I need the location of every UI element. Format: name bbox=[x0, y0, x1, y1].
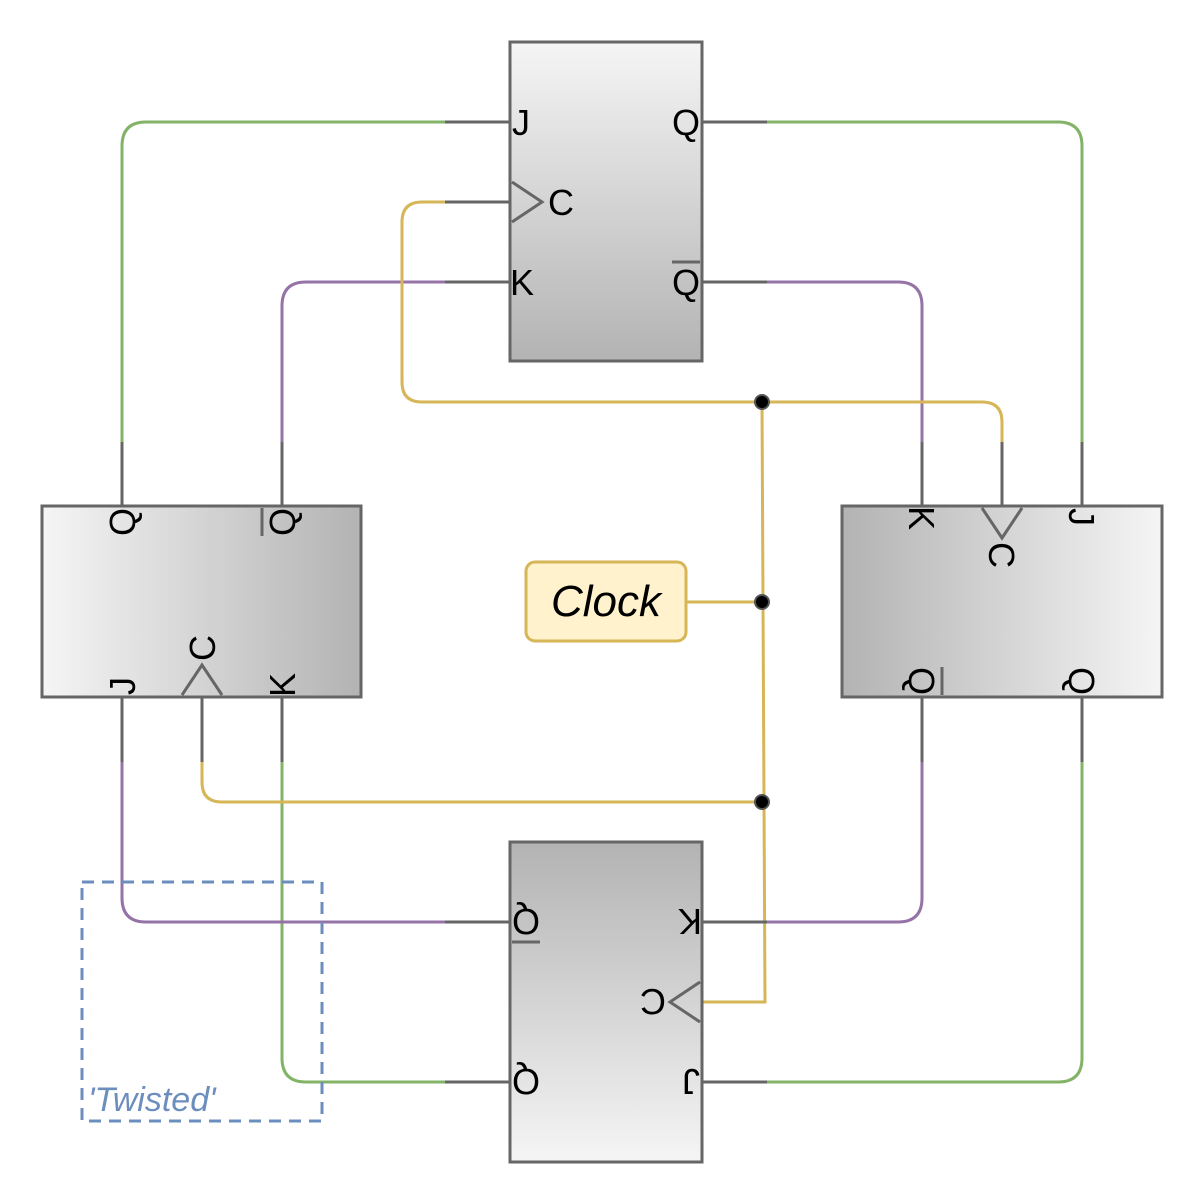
left-pin-q: Q bbox=[102, 508, 143, 536]
top-clock-triangle bbox=[511, 180, 545, 224]
clock-to-top bbox=[400, 200, 762, 404]
wire-top-q-to-right-j bbox=[765, 120, 1084, 442]
twisted-annotation: 'Twisted' bbox=[80, 880, 324, 1123]
right-pin-qbar: Q bbox=[901, 667, 942, 695]
left-pin-k: K bbox=[262, 673, 303, 697]
twisted-label: 'Twisted' bbox=[88, 1081, 217, 1119]
top-pin-qbar: Q bbox=[672, 262, 700, 303]
flipflop-top: J C K Q Q bbox=[445, 40, 767, 363]
wire-top-qbar-to-right-k bbox=[765, 280, 924, 442]
clock-to-left bbox=[200, 762, 763, 804]
top-pin-j: J bbox=[512, 102, 530, 143]
top-pin-c: C bbox=[548, 182, 574, 223]
top-pin-k: K bbox=[510, 262, 534, 303]
clock-label: Clock bbox=[551, 577, 663, 626]
clock-to-right bbox=[762, 400, 1004, 442]
wire-bottom-q-to-left-k bbox=[280, 762, 445, 1084]
left-pin-qbar: Q bbox=[262, 508, 303, 536]
right-pin-j: J bbox=[1061, 508, 1102, 526]
bottom-pin-qbar: Q bbox=[512, 901, 540, 942]
bottom-pin-k: K bbox=[678, 901, 702, 942]
wires bbox=[120, 120, 1084, 1084]
flipflop-right-body bbox=[840, 504, 1164, 699]
wire-right-q-to-bottom-j bbox=[765, 762, 1084, 1084]
clock-box bbox=[524, 560, 688, 643]
junctions bbox=[754, 394, 770, 810]
flipflop-bottom: J C K Q Q bbox=[445, 840, 767, 1164]
left-clock-triangle bbox=[180, 662, 224, 696]
junction-top bbox=[754, 394, 770, 410]
wire-right-qbar-to-bottom-k bbox=[765, 762, 924, 924]
right-pin-c: C bbox=[981, 542, 1022, 568]
bottom-pin-q: Q bbox=[512, 1061, 540, 1102]
bottom-pin-c: C bbox=[640, 981, 666, 1022]
clock-bus bbox=[702, 401, 767, 1004]
flipflop-right: J C K Q Q bbox=[840, 442, 1164, 762]
right-pin-q: Q bbox=[1061, 667, 1102, 695]
wire-left-qbar-to-top-k bbox=[280, 280, 445, 442]
left-pin-j: J bbox=[102, 677, 143, 695]
wire-left-q-to-top-j bbox=[120, 120, 445, 442]
right-pin-k: K bbox=[901, 506, 942, 530]
clock-source: Clock bbox=[524, 560, 688, 643]
bottom-pin-j: J bbox=[682, 1061, 700, 1102]
top-pin-q: Q bbox=[672, 102, 700, 143]
junction-bottom bbox=[754, 794, 770, 810]
flipflop-left: J C K Q Q bbox=[40, 442, 363, 762]
junction-middle bbox=[754, 594, 770, 610]
right-clock-triangle bbox=[980, 507, 1024, 541]
twisted-box bbox=[80, 880, 324, 1123]
flipflop-bottom-body bbox=[508, 840, 704, 1164]
bottom-clock-triangle bbox=[667, 980, 701, 1024]
wire-bottom-qbar-to-left-j bbox=[120, 762, 445, 924]
left-pin-c: C bbox=[182, 635, 223, 661]
